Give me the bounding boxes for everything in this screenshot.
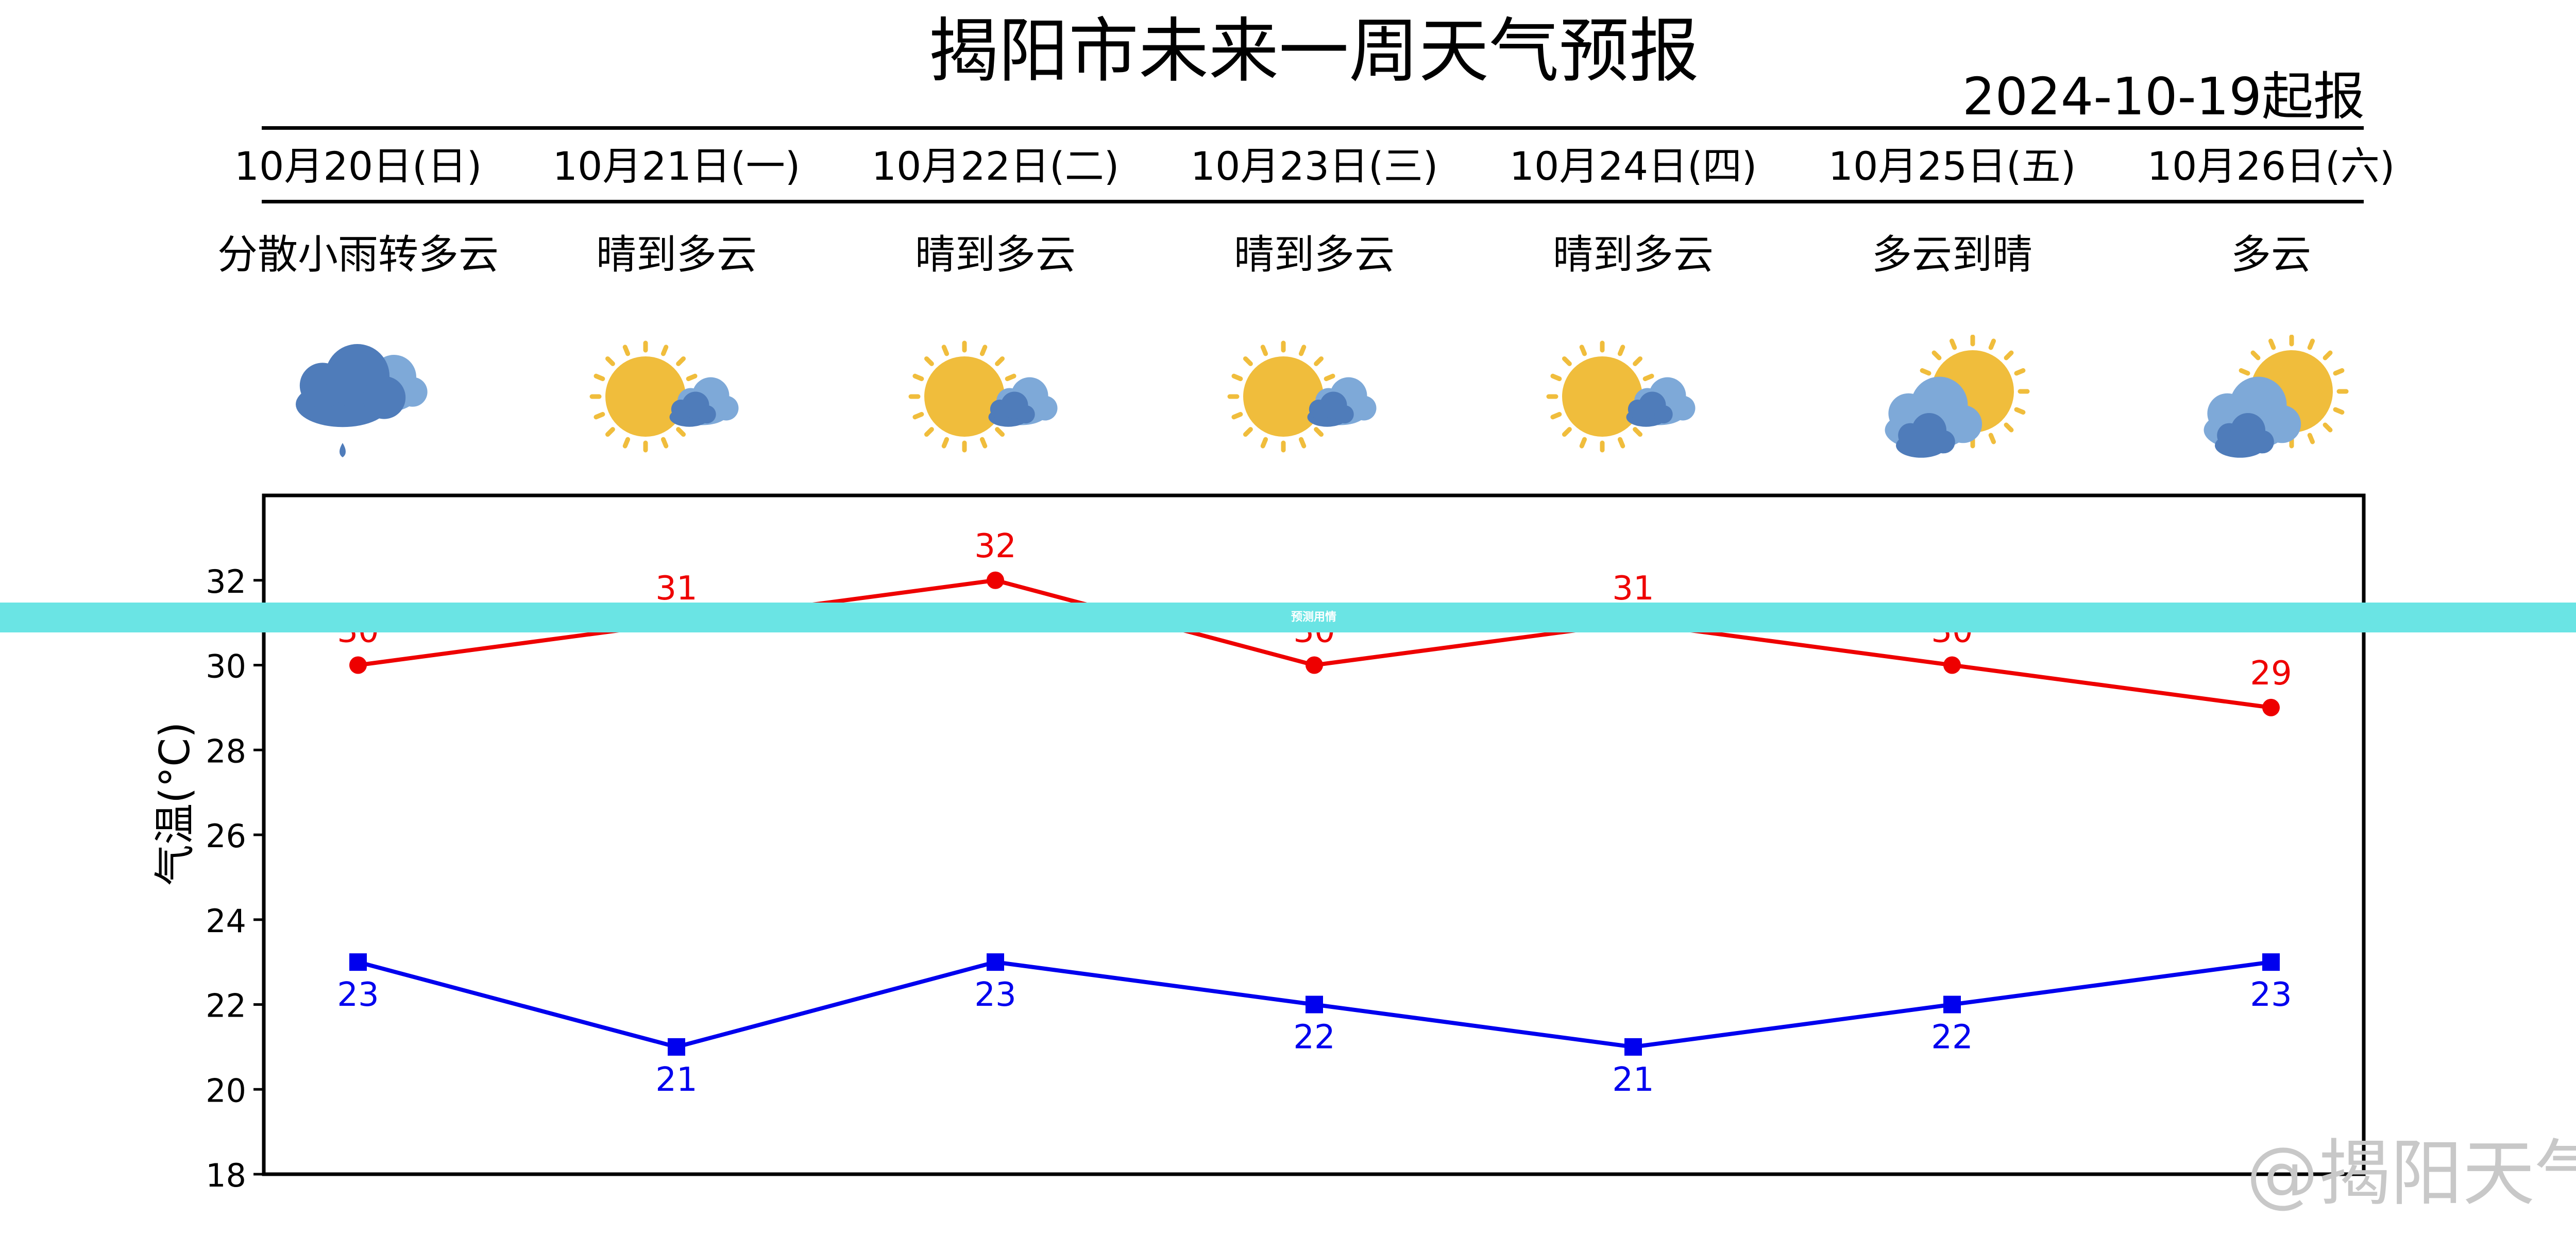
watermark-text: @揭阳天气 [2246, 1132, 2576, 1216]
low-temp-point [987, 953, 1004, 971]
high-temp-point [349, 656, 367, 674]
high-temp-point [1306, 656, 1323, 674]
low-temp-label: 23 [337, 976, 379, 1014]
low-temp-label: 21 [1612, 1061, 1654, 1099]
cloud-sun-icon [2204, 335, 2349, 458]
day-weather-label: 多云到晴 [1871, 232, 2032, 278]
issue-date: 2024-10-19起报 [1962, 66, 2365, 127]
high-temp-label: 31 [1612, 570, 1654, 608]
low-temp-label: 23 [2250, 976, 2292, 1014]
low-temp-point [2262, 953, 2280, 971]
low-temp-label: 22 [1931, 1019, 1973, 1057]
y-tick-label: 20 [206, 1072, 246, 1109]
y-tick-label: 18 [206, 1157, 246, 1194]
day-date-label: 10月20日(日) [234, 143, 482, 189]
day-weather-label: 多云 [2230, 232, 2311, 278]
sun-cloud-icon [1227, 340, 1377, 453]
low-temp-point [349, 953, 367, 971]
day-weather-label: 晴到多云 [1552, 232, 1714, 278]
day-weather-label: 晴到多云 [914, 232, 1076, 278]
day-date-label: 10月23日(三) [1190, 143, 1438, 189]
sun-cloud-icon [589, 340, 739, 453]
y-tick-label: 22 [206, 987, 246, 1025]
sun-cloud-icon [1546, 340, 1696, 453]
low-temp-point [668, 1038, 685, 1056]
y-tick-label: 24 [206, 902, 246, 940]
low-temp-point [1624, 1038, 1642, 1056]
day-date-label: 10月26日(六) [2147, 143, 2395, 189]
sun-cloud-icon [908, 340, 1058, 453]
high-temp-point [1943, 656, 1961, 674]
high-temp-label: 31 [655, 570, 697, 608]
top-rule [262, 126, 2364, 130]
day-date-label: 10月22日(二) [871, 143, 1120, 189]
chart-title: 揭阳市未来一周天气预报 [928, 11, 1699, 92]
rain-cloud-icon [296, 344, 428, 457]
day-date-label: 10月21日(一) [552, 143, 801, 189]
low-temp-point [1943, 995, 1961, 1014]
header-rule [262, 200, 2364, 203]
high-temp-point [2262, 698, 2280, 716]
low-temp-point [1306, 995, 1323, 1014]
day-weather-label: 晴到多云 [1233, 232, 1395, 278]
low-temp-label: 23 [974, 976, 1016, 1014]
plot-frame [262, 493, 2366, 1176]
low-temp-label: 22 [1293, 1019, 1335, 1057]
day-weather-label: 晴到多云 [596, 232, 757, 278]
overlay-banner: 预测用情 [0, 603, 2576, 632]
y-tick-label: 32 [206, 563, 246, 600]
high-temp-label: 29 [2250, 655, 2292, 693]
day-date-label: 10月24日(四) [1509, 143, 1757, 189]
day-date-label: 10月25日(五) [1828, 143, 2076, 189]
y-tick-label: 26 [206, 817, 246, 855]
cloud-sun-icon [1885, 335, 2030, 458]
low-temp-label: 21 [655, 1061, 697, 1099]
high-temp-point [987, 571, 1004, 589]
y-tick-label: 28 [206, 732, 246, 770]
y-tick-label: 30 [206, 648, 246, 685]
high-temp-label: 32 [974, 527, 1016, 565]
day-weather-label: 分散小雨转多云 [217, 232, 499, 278]
